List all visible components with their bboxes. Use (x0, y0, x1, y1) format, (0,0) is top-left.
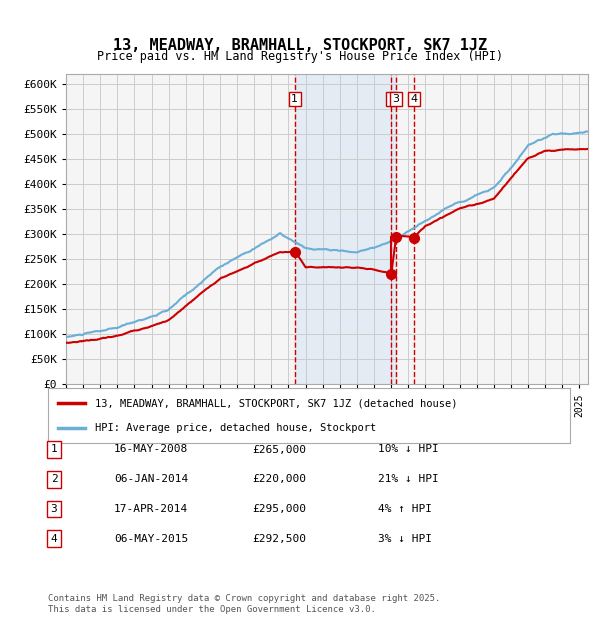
Text: HPI: Average price, detached house, Stockport: HPI: Average price, detached house, Stoc… (95, 423, 376, 433)
Text: 21% ↓ HPI: 21% ↓ HPI (378, 474, 439, 484)
Text: £220,000: £220,000 (252, 474, 306, 484)
Text: 16-MAY-2008: 16-MAY-2008 (114, 445, 188, 454)
Text: Contains HM Land Registry data © Crown copyright and database right 2025.
This d: Contains HM Land Registry data © Crown c… (48, 595, 440, 614)
Text: 3: 3 (392, 94, 400, 104)
Text: £292,500: £292,500 (252, 534, 306, 544)
Text: 4: 4 (410, 94, 418, 104)
Text: 17-APR-2014: 17-APR-2014 (114, 504, 188, 514)
Text: 3: 3 (50, 504, 58, 514)
Text: 06-MAY-2015: 06-MAY-2015 (114, 534, 188, 544)
Text: 1: 1 (292, 94, 298, 104)
Text: 1: 1 (50, 445, 58, 454)
Text: 10% ↓ HPI: 10% ↓ HPI (378, 445, 439, 454)
Text: 2: 2 (50, 474, 58, 484)
Text: 13, MEADWAY, BRAMHALL, STOCKPORT, SK7 1JZ (detached house): 13, MEADWAY, BRAMHALL, STOCKPORT, SK7 1J… (95, 398, 457, 408)
Text: 4: 4 (50, 534, 58, 544)
Text: 2: 2 (388, 94, 395, 104)
Bar (295, 74, 396, 384)
Text: 13, MEADWAY, BRAMHALL, STOCKPORT, SK7 1JZ: 13, MEADWAY, BRAMHALL, STOCKPORT, SK7 1J… (113, 38, 487, 53)
Text: 3% ↓ HPI: 3% ↓ HPI (378, 534, 432, 544)
Text: 4% ↑ HPI: 4% ↑ HPI (378, 504, 432, 514)
Text: £295,000: £295,000 (252, 504, 306, 514)
Text: Price paid vs. HM Land Registry's House Price Index (HPI): Price paid vs. HM Land Registry's House … (97, 50, 503, 63)
Text: 06-JAN-2014: 06-JAN-2014 (114, 474, 188, 484)
Text: £265,000: £265,000 (252, 445, 306, 454)
